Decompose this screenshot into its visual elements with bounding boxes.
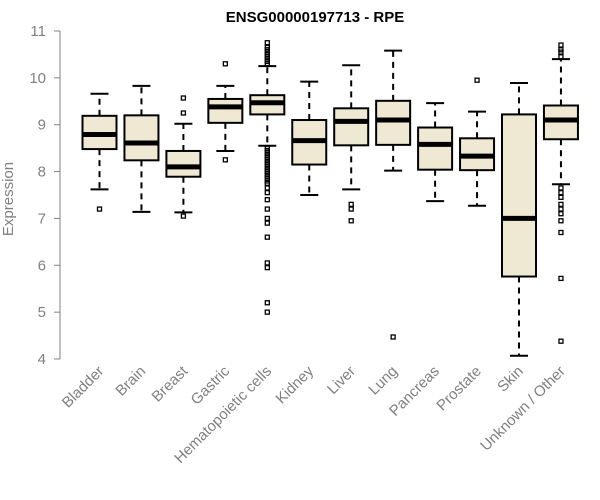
y-tick-label: 4 [38,351,46,368]
y-tick-label: 10 [29,70,46,87]
outlier-point [264,44,270,51]
iqr-box [207,97,244,124]
outlier-point [558,47,564,53]
outlier-point [264,215,270,222]
outlier-point [558,194,564,200]
outlier-point [264,260,270,266]
outlier-point [264,234,270,240]
outlier-point [264,190,270,196]
iqr-box [333,107,370,147]
box-group-8 [417,102,454,203]
iqr-box [501,113,537,278]
outlier-point [180,213,187,219]
y-tick-label: 8 [38,164,46,181]
box-group-7 [375,49,412,340]
box-group-4 [249,40,286,315]
box-group-9 [459,77,496,207]
outlier-point [264,40,270,46]
y-tick-label: 11 [30,23,46,40]
outlier-point [558,275,564,282]
outlier-point [558,190,564,196]
box-group-6 [333,64,370,224]
y-axis-ticks: 4 5 6 7 8 9 10 11 [29,23,60,368]
x-tick-label: Skin [494,363,527,396]
outlier-point [558,218,564,224]
x-tick-label: Lung [365,363,401,399]
outlier-point [558,211,564,217]
outlier-point [474,77,480,83]
box-group-10 [501,82,537,357]
chart-title: ENSG00000197713 - RPE [226,9,404,26]
outlier-point [558,185,564,191]
box-group-2 [165,95,202,219]
outlier-point [264,197,270,203]
x-tick-label: Prostate [433,363,485,415]
box-group-0 [81,92,118,212]
outlier-point [558,206,564,212]
y-tick-label: 5 [38,304,46,321]
outlier-point [558,338,564,344]
outlier-point [264,309,270,315]
iqr-box [375,99,412,146]
outlier-point [96,206,103,212]
box-group-1 [123,84,160,213]
y-tick-label: 6 [38,257,46,274]
outlier-point [558,201,564,208]
y-tick-label: 7 [38,210,46,227]
outlier-point [348,218,354,224]
outlier-point [180,95,187,101]
outlier-point [264,300,270,306]
outlier-point [222,157,229,163]
box-group-5 [291,80,328,196]
y-tick-label: 9 [38,117,46,134]
iqr-box [123,114,160,162]
x-tick-label: Bladder [59,363,108,412]
outlier-point [264,220,270,226]
outlier-point [390,334,396,340]
outlier-point [558,42,564,48]
outlier-point [558,54,564,60]
x-tick-label: Kidney [273,362,318,407]
outlier-point [264,206,270,212]
outlier-point [348,206,354,212]
outlier-point [264,264,270,271]
iqr-box [417,126,454,171]
x-tick-label: Liver [324,363,359,398]
x-tick-label: Brain [112,363,149,400]
outlier-point [264,145,270,151]
outlier-point [264,185,270,191]
outlier-point [180,110,187,116]
box-group-3 [207,61,244,163]
x-tick-label: Breast [149,362,192,405]
box-group-11 [542,42,579,344]
iqr-box [165,149,202,178]
y-axis-title: Expression [0,162,17,236]
outlier-point [558,229,564,236]
outlier-point [222,61,229,67]
boxes-layer [81,40,579,357]
outlier-point [348,201,354,208]
